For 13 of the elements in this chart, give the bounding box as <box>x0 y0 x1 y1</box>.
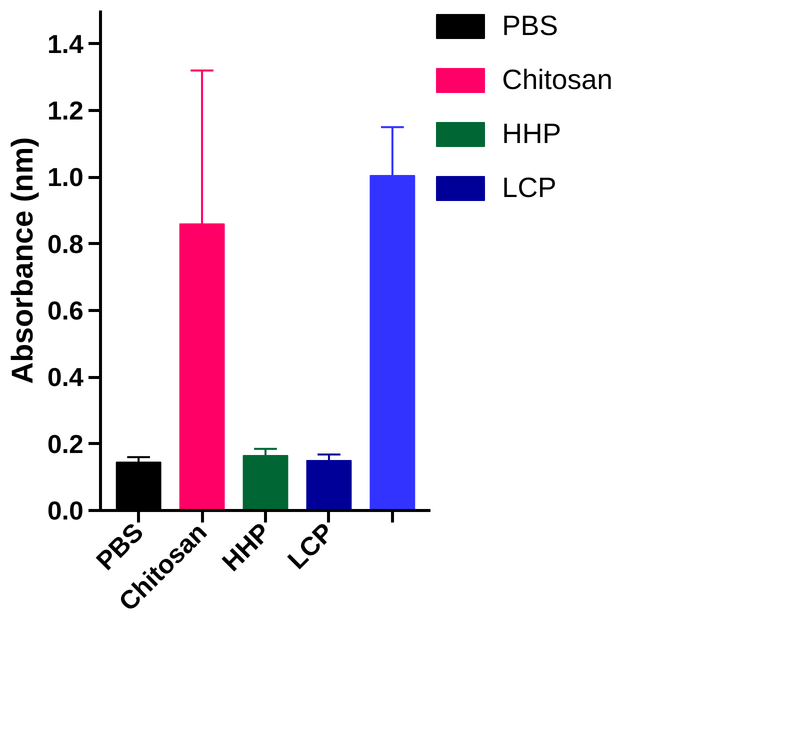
y-tick-label: 1.2 <box>47 96 84 126</box>
y-tick-label: 0.8 <box>47 228 84 259</box>
y-tick-label: 0.0 <box>47 496 84 526</box>
y-axis-title: Absorbance (nm) <box>6 137 40 384</box>
legend-label: PBS <box>502 10 558 42</box>
y-tick-label: 0.4 <box>47 362 84 392</box>
y-tick-label: 0.6 <box>47 296 84 326</box>
y-tick-label: 0.2 <box>47 428 84 459</box>
y-tick-label: 1.0 <box>47 162 84 192</box>
legend-label: Chitosan <box>502 64 613 96</box>
y-tick-label: 1.4 <box>47 28 84 59</box>
legend-label: LCP <box>502 172 556 204</box>
legend-label: HHP <box>502 118 562 150</box>
